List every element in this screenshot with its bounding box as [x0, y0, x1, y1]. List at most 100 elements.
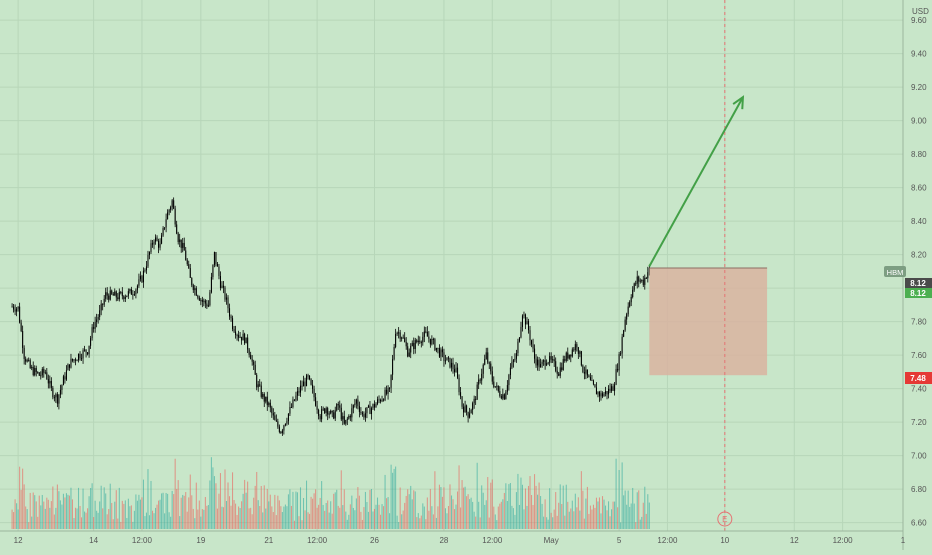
candle-body	[598, 391, 601, 397]
volume-bar	[604, 505, 607, 529]
volume-bar	[284, 504, 286, 529]
volume-bar	[331, 513, 333, 529]
volume-bar	[550, 512, 552, 529]
volume-bar	[155, 507, 157, 529]
candle-body	[422, 336, 424, 343]
volume-bar	[491, 479, 493, 529]
volume-bar	[401, 514, 403, 529]
volume-bar	[105, 493, 107, 529]
candle-body	[250, 354, 252, 360]
volume-bar	[76, 508, 78, 529]
candle-body	[19, 306, 21, 323]
earnings-marker-label: E	[722, 515, 727, 524]
candle-body	[96, 319, 98, 323]
volume-bar	[543, 516, 545, 529]
last-price-badge-dark-label: 8.12	[910, 279, 926, 288]
candle-body	[168, 209, 170, 213]
volume-bar	[635, 522, 637, 529]
candle-body	[529, 330, 531, 341]
candle-body	[443, 352, 445, 361]
candle-body	[470, 409, 472, 414]
candle-body	[336, 404, 338, 411]
candle-body	[585, 369, 587, 374]
volume-bar	[645, 513, 647, 529]
volume-bar	[363, 507, 365, 529]
volume-bar	[210, 457, 212, 529]
volume-bar	[70, 487, 72, 529]
projection-arrow[interactable]	[648, 96, 744, 267]
volume-bar	[133, 510, 135, 529]
volume-bar	[79, 505, 81, 529]
candle-body	[597, 391, 599, 395]
volume-bar	[296, 492, 299, 529]
candle-body	[544, 360, 546, 366]
candle-body	[151, 243, 154, 245]
volume-bar	[59, 500, 61, 529]
time-axis[interactable]: 12 14 12:00 19 21 12:00 26 28 12:00 May 5 12:00 10 12…	[14, 536, 906, 545]
candle-body	[576, 344, 578, 348]
volume-bar	[251, 514, 253, 529]
volume-bar	[174, 458, 176, 529]
volume-bar	[339, 507, 341, 529]
volume-bar	[414, 491, 416, 529]
volume-bar	[561, 503, 563, 529]
candle-body	[503, 394, 505, 400]
volume-bar	[546, 517, 548, 529]
candle-body	[546, 363, 548, 366]
candle-body	[313, 388, 315, 398]
currency-label: USD	[912, 7, 929, 16]
candle-body	[256, 374, 258, 388]
candle-body	[203, 300, 205, 302]
candle-body	[170, 207, 172, 210]
candle-body	[383, 399, 385, 401]
candle-body	[346, 418, 348, 420]
volume-bar	[527, 485, 530, 529]
candle-body	[309, 375, 311, 379]
volume-bar	[309, 513, 311, 529]
volume-bar	[475, 516, 477, 529]
candle-body	[290, 406, 292, 408]
candle-body	[102, 303, 104, 305]
volume-bar	[499, 503, 501, 529]
candle-body	[91, 327, 93, 339]
volume-bar	[529, 476, 531, 529]
earnings-marker[interactable]	[717, 511, 733, 527]
candle-body	[147, 255, 149, 267]
candle-body	[244, 333, 246, 344]
candle-body	[241, 336, 243, 341]
volume-bar	[84, 511, 86, 529]
candle-body	[423, 331, 425, 337]
volume-bar	[470, 497, 472, 529]
candle-body	[531, 340, 533, 345]
volume-bar	[562, 485, 564, 529]
volume-bar	[153, 513, 155, 529]
volume-bar	[111, 502, 113, 529]
price-axis[interactable]: 9.609.409.209.008.808.608.408.208.007.80…	[911, 16, 927, 528]
candle-body	[464, 405, 466, 413]
candle-body	[68, 364, 70, 368]
volume-bar	[591, 509, 593, 529]
candle-body	[22, 331, 24, 348]
candle-body	[23, 347, 25, 359]
volume-bar	[452, 499, 454, 529]
volume-bar	[299, 487, 302, 529]
candle-body	[120, 291, 122, 293]
candle-body	[437, 347, 439, 349]
volume-bar	[53, 514, 55, 529]
volume-bar	[118, 487, 120, 529]
candle-body	[571, 349, 573, 357]
volume-bar	[49, 507, 51, 529]
candle-body	[555, 361, 557, 371]
candle-body	[315, 397, 317, 406]
volume-bar	[82, 488, 84, 529]
candle-body	[215, 252, 217, 264]
candle-body	[219, 275, 221, 288]
stop-loss-zone[interactable]	[649, 268, 768, 376]
candle-body	[559, 367, 561, 376]
volume-bar	[644, 486, 646, 529]
candle-body	[328, 413, 330, 415]
volume-bar	[73, 518, 75, 529]
candle-body	[55, 394, 57, 398]
volume-bar	[453, 509, 456, 529]
volume-bar	[423, 506, 425, 529]
